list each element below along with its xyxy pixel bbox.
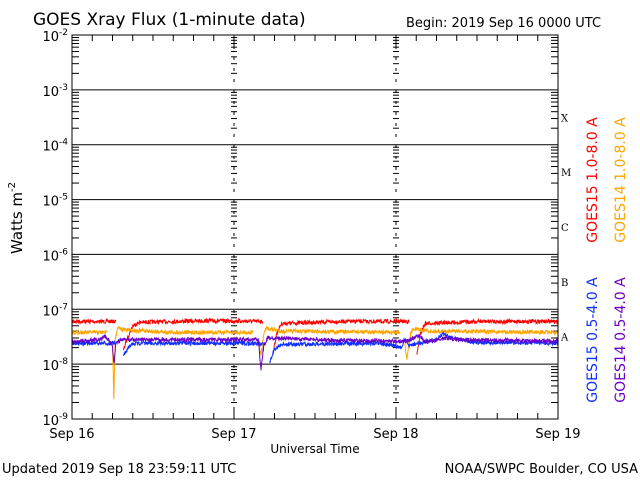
legend-label: GOES15 0.5-4.0 A: [585, 277, 601, 403]
legend-entry: GOES15 1.0-8.0 A: [585, 117, 601, 243]
x-tick-label: Sep 16: [49, 427, 94, 442]
series-line-goes15-1-0-8-0-a: [71, 318, 117, 326]
y-tick-label: 10-6: [42, 247, 68, 264]
series-line-goes15-1-0-8-0-a: [416, 317, 559, 355]
series-line-goes15-1-0-8-0-a: [272, 317, 410, 355]
series-line-goes15-1-0-8-0-a: [122, 317, 264, 351]
x-tick-label: Sep 18: [373, 427, 418, 442]
legend-entry: GOES14 0.5-4.0 A: [613, 277, 629, 403]
y-tick-labels: 10-2 10-3 10-4 10-5 10-6 10-7 10-8 10-9: [42, 28, 68, 429]
series-line-goes14-1-0-8-0-a: [257, 326, 401, 356]
series-group: [71, 317, 559, 400]
legend-label: GOES14 0.5-4.0 A: [613, 277, 629, 403]
x-tick-label: Sep 17: [211, 427, 256, 442]
x-tick-label: Sep 19: [535, 427, 580, 442]
legend-label: GOES15 1.0-8.0 A: [585, 117, 601, 243]
y-tick-label: 10-9: [42, 412, 68, 429]
legend-entry: GOES15 0.5-4.0 A: [585, 277, 601, 403]
series-line-goes14-1-0-8-0-a: [404, 325, 559, 360]
grid: [72, 35, 558, 419]
series-line-goes15-0-5-4-0-a: [122, 339, 264, 357]
flare-class-C: C: [561, 223, 569, 234]
plot-frame: [71, 34, 559, 420]
series-line-goes15-0-5-4-0-a: [269, 330, 559, 364]
legend-label: GOES14 1.0-8.0 A: [613, 117, 629, 243]
x-axis-label: Universal Time: [270, 442, 359, 456]
y-tick-label: 10-5: [42, 193, 68, 210]
begin-label: Begin: 2019 Sep 16 0000 UTC: [406, 16, 601, 31]
flare-class-M: M: [561, 168, 571, 179]
updated-timestamp: Updated 2019 Sep 18 23:59:11 UTC: [2, 462, 236, 477]
y-tick-label: 10-2: [42, 28, 68, 45]
y-axis-label: Watts m-2: [7, 182, 26, 254]
y-tick-label: 10-7: [42, 302, 68, 319]
series-line-goes14-0-5-4-0-a: [71, 333, 559, 371]
flare-class-A: A: [560, 333, 569, 344]
legend: GOES15 1.0-8.0 A GOES14 1.0-8.0 A GOES15 0…: [585, 117, 629, 403]
credit-label: NOAA/SWPC Boulder, CO USA: [445, 462, 638, 477]
chart-title: GOES Xray Flux (1-minute data): [33, 10, 306, 30]
legend-entry: GOES14 1.0-8.0 A: [613, 117, 629, 243]
y-tick-label: 10-4: [42, 138, 68, 155]
series-line-goes14-1-0-8-0-a: [112, 325, 254, 400]
series-line-goes14-1-0-8-0-a: [71, 329, 108, 337]
flare-class-B: B: [561, 278, 568, 289]
x-tick-labels: Sep 16 Sep 17 Sep 18 Sep 19: [49, 427, 580, 442]
y-tick-label: 10-3: [42, 83, 68, 100]
y-tick-label: 10-8: [42, 357, 68, 374]
flare-class-X: X: [561, 113, 569, 124]
flare-class-labels: X M C B A: [560, 113, 571, 343]
